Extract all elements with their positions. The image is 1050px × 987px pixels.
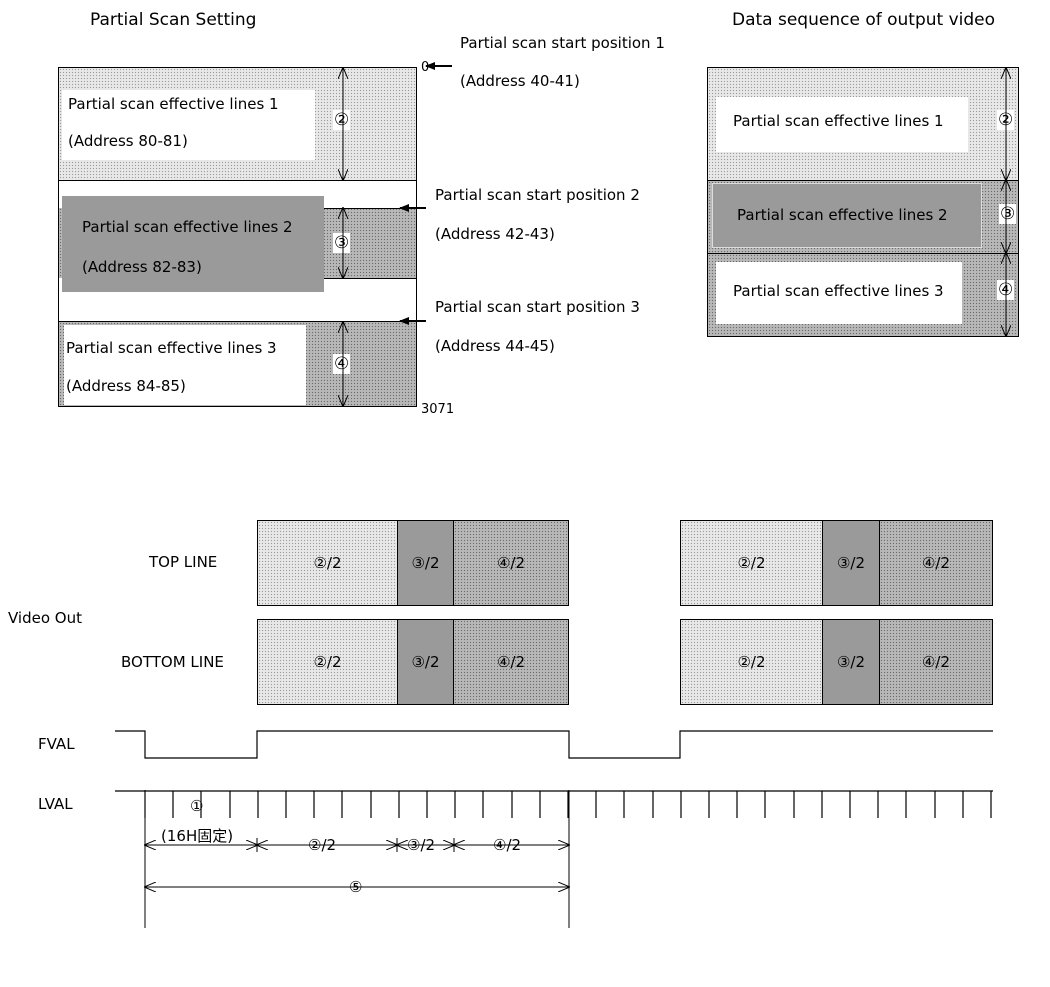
- region-3-label-box: [64, 325, 306, 405]
- start-position-1-label: Partial scan start position 1: [460, 34, 665, 52]
- band-divider: [707, 180, 1019, 181]
- partial-scan-setting-title: Partial Scan Setting: [90, 10, 257, 30]
- bottom-line-seg-4: ④/2: [453, 619, 569, 705]
- top-line-seg-2: ②/2: [680, 520, 823, 606]
- output-region-3-label: Partial scan effective lines 3: [733, 282, 944, 300]
- lval-label: LVAL: [38, 795, 73, 813]
- bottom-line-seg-4: ④/2: [879, 619, 993, 705]
- band-divider: [707, 253, 1019, 254]
- start-position-3-label: Partial scan start position 3: [435, 298, 640, 316]
- region-3-address: (Address 84-85): [66, 377, 186, 395]
- dim-1-label: ①: [190, 797, 204, 815]
- bottom-line-seg-3: ③/2: [397, 619, 454, 705]
- bottom-line-seg-2: ②/2: [680, 619, 823, 705]
- region-2-label-box: [62, 196, 324, 292]
- start-position-1-address: (Address 40-41): [460, 72, 580, 90]
- output-region-1-label: Partial scan effective lines 1: [733, 112, 944, 130]
- region-1-label-box: [62, 90, 315, 160]
- output-sequence-title: Data sequence of output video: [732, 10, 996, 30]
- region-2-label: Partial scan effective lines 2: [82, 218, 293, 236]
- start-position-3-address: (Address 44-45): [435, 337, 555, 355]
- start-position-2-address: (Address 42-43): [435, 225, 555, 243]
- top-line-seg-3: ③/2: [397, 520, 454, 606]
- top-line-seg-4: ④/2: [453, 520, 569, 606]
- start-position-2-label: Partial scan start position 2: [435, 186, 640, 204]
- region-1-label: Partial scan effective lines 1: [68, 95, 279, 113]
- video-out-label: Video Out: [8, 609, 82, 627]
- bottom-line-seg-2: ②/2: [257, 619, 398, 705]
- output-region-2-label-box: [712, 183, 982, 248]
- band-divider: [58, 180, 417, 181]
- top-line-seg-3: ③/2: [822, 520, 880, 606]
- fval-label: FVAL: [38, 735, 75, 753]
- top-line-seg-4: ④/2: [879, 520, 993, 606]
- fval-waveform: [115, 730, 993, 759]
- band-divider: [324, 278, 417, 279]
- band-divider: [58, 321, 417, 322]
- band-divider: [324, 208, 417, 209]
- region-2-address: (Address 82-83): [82, 258, 202, 276]
- lval-waveform: [115, 790, 993, 818]
- top-line-seg-2: ②/2: [257, 520, 398, 606]
- output-region-2-label: Partial scan effective lines 2: [737, 206, 948, 224]
- region-1-address: (Address 80-81): [68, 132, 188, 150]
- region-3-label: Partial scan effective lines 3: [66, 339, 277, 357]
- end-marker: 3071: [421, 402, 455, 417]
- output-region-3-label-box: [716, 262, 962, 324]
- bottom-line-seg-3: ③/2: [822, 619, 880, 705]
- bottom-line-label: BOTTOM LINE: [121, 653, 224, 671]
- top-line-label: TOP LINE: [149, 553, 218, 571]
- output-region-1-label-box: [716, 97, 968, 152]
